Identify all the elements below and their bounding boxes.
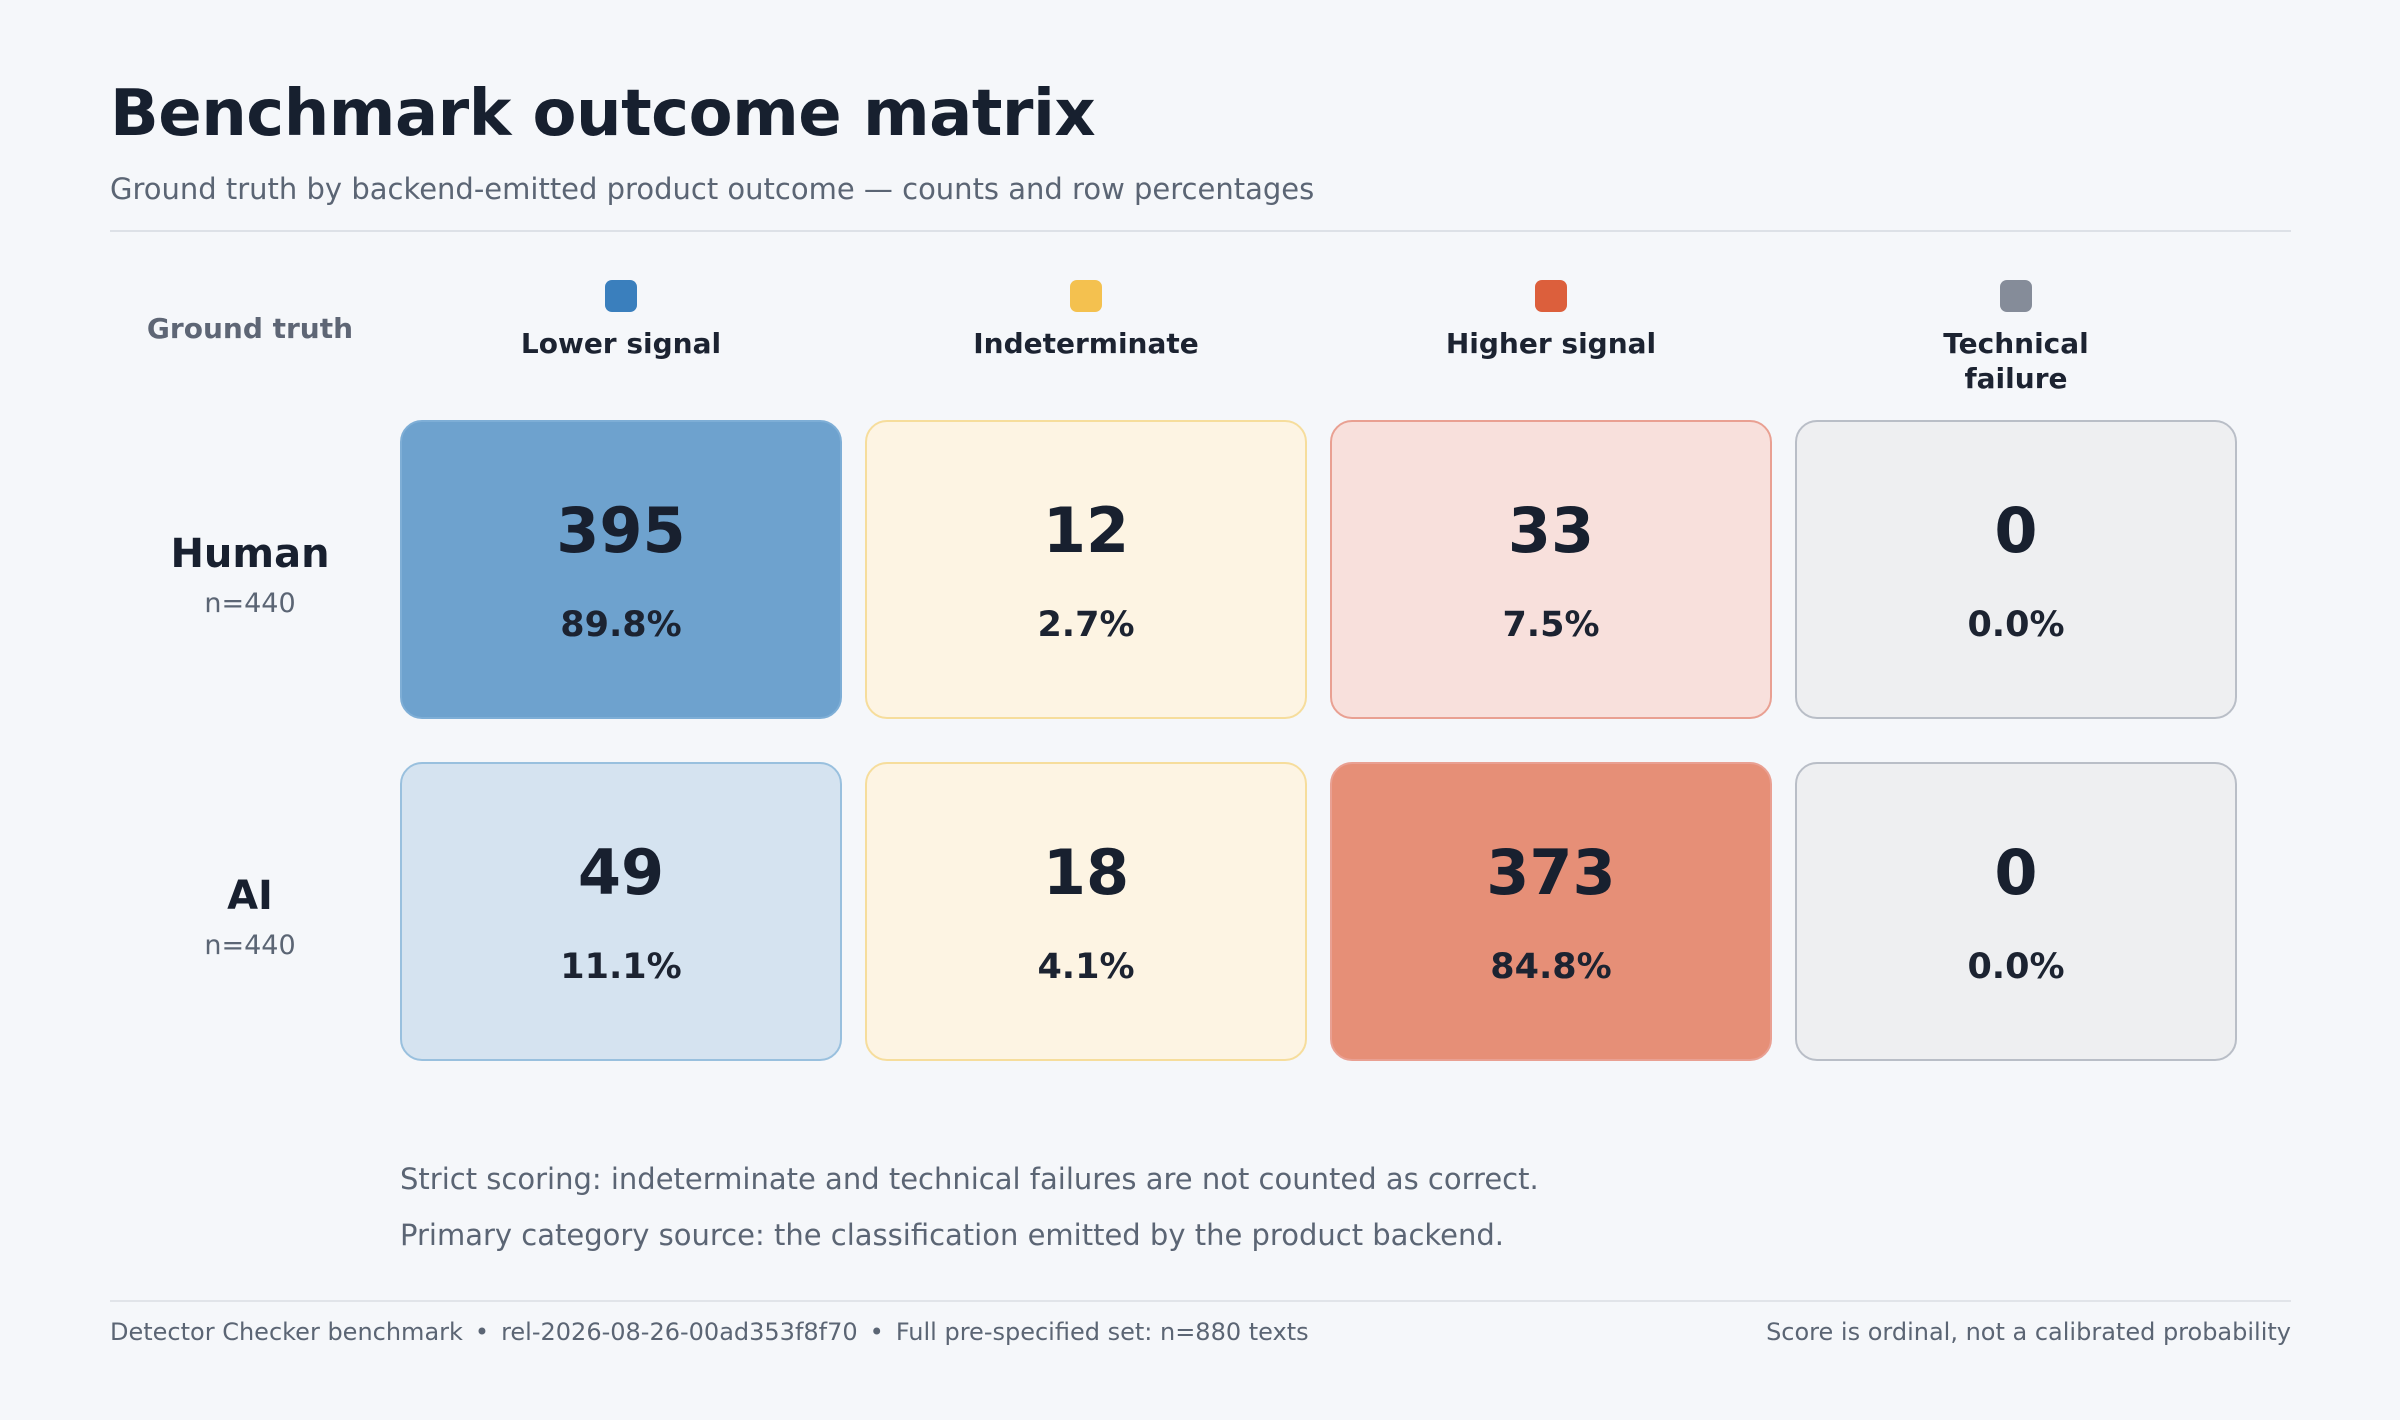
row-label: AI (227, 873, 273, 919)
footer-separator: • (869, 1318, 884, 1346)
column-header-indeterminate: Indeterminate (865, 280, 1307, 361)
column-header-technical-failure: Technical failure (1795, 280, 2237, 396)
source-note: Primary category source: the classificat… (400, 1218, 1505, 1252)
footer-product: Detector Checker benchmark (110, 1318, 463, 1346)
legend-swatch (1070, 280, 1102, 312)
row-header-human: Human n=440 (110, 530, 390, 619)
header-divider (110, 230, 2291, 232)
footer-separator: • (474, 1318, 490, 1346)
column-header-lower-signal: Lower signal (400, 280, 842, 361)
column-label: Technical failure (1943, 327, 2089, 395)
column-header-higher-signal: Higher signal (1330, 280, 1772, 361)
page-subtitle: Ground truth by backend-emitted product … (110, 172, 1315, 206)
cell-count: 0 (1994, 836, 2038, 909)
row-sample-size: n=440 (204, 588, 296, 619)
cell-count: 33 (1507, 494, 1595, 567)
matrix-cell-ai-technical-failure: 0 0.0% (1795, 762, 2237, 1061)
row-axis-label: Ground truth (146, 312, 354, 345)
row-header-ai: AI n=440 (110, 872, 390, 961)
footer-left: Detector Checker benchmark • rel-2026-08-2… (110, 1318, 1309, 1346)
legend-swatch (1535, 280, 1567, 312)
column-label: Higher signal (1445, 327, 1657, 360)
cell-count: 373 (1486, 836, 1616, 909)
row-sample-size: n=440 (204, 930, 296, 961)
footer-divider (110, 1300, 2291, 1302)
matrix-cell-human-indeterminate: 12 2.7% (865, 420, 1307, 719)
row-label: Human (170, 531, 330, 577)
scoring-note: Strict scoring: indeterminate and techni… (400, 1162, 1539, 1196)
footer-set: Full pre-specified set: n=880 texts (895, 1318, 1309, 1346)
cell-percent: 2.7% (1037, 605, 1135, 645)
cell-count: 0 (1994, 494, 2038, 567)
matrix-cell-ai-higher-signal: 373 84.8% (1330, 762, 1772, 1061)
column-label: Lower signal (520, 327, 722, 360)
cell-percent: 0.0% (1967, 605, 2065, 645)
column-label: Indeterminate (973, 327, 1199, 360)
cell-count: 49 (577, 836, 665, 909)
matrix-cell-human-technical-failure: 0 0.0% (1795, 420, 2237, 719)
cell-count: 18 (1042, 836, 1130, 909)
cell-count: 12 (1042, 494, 1130, 567)
cell-percent: 11.1% (560, 947, 682, 987)
footer-disclaimer: Score is ordinal, not a calibrated proba… (1766, 1318, 2291, 1346)
cell-count: 395 (556, 494, 686, 567)
matrix-cell-ai-lower-signal: 49 11.1% (400, 762, 842, 1061)
footer-release: rel-2026-08-26-00ad353f8f70 (501, 1318, 858, 1346)
cell-percent: 89.8% (560, 605, 682, 645)
cell-percent: 0.0% (1967, 947, 2065, 987)
matrix-cell-human-lower-signal: 395 89.8% (400, 420, 842, 719)
matrix-cell-ai-indeterminate: 18 4.1% (865, 762, 1307, 1061)
cell-percent: 7.5% (1502, 605, 1600, 645)
legend-swatch (2000, 280, 2032, 312)
page-title: Benchmark outcome matrix (110, 77, 1096, 151)
legend-swatch (605, 280, 637, 312)
matrix-cell-human-higher-signal: 33 7.5% (1330, 420, 1772, 719)
cell-percent: 4.1% (1037, 947, 1135, 987)
cell-percent: 84.8% (1490, 947, 1612, 987)
